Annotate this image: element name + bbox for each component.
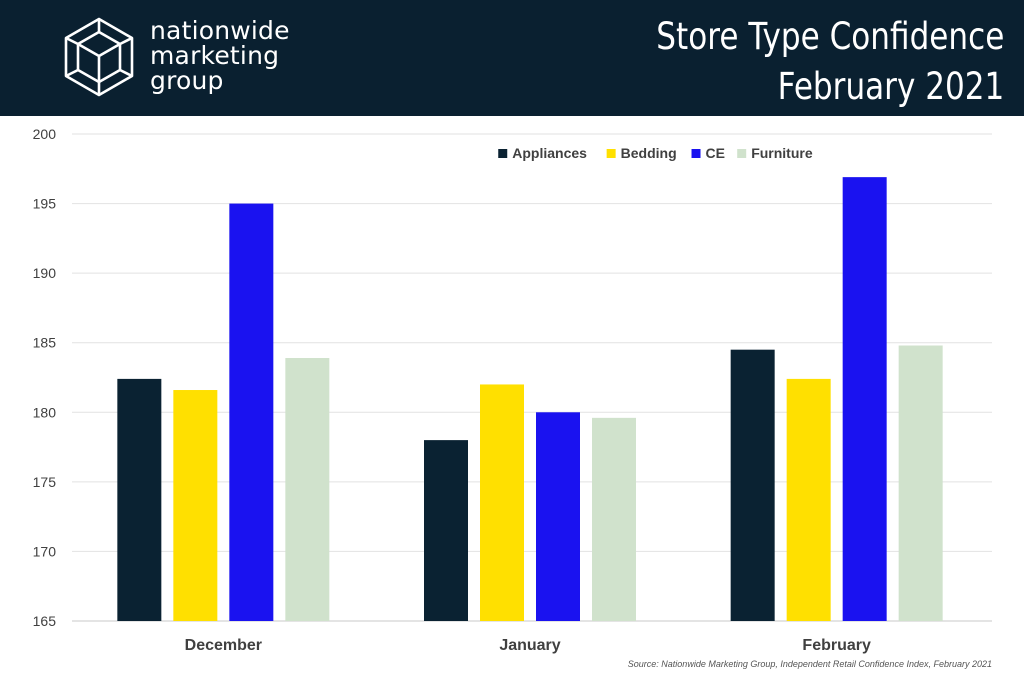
title-line-2: February 2021 [777,65,1004,108]
legend-label-bedding: Bedding [621,145,677,161]
legend: Appliances Bedding CE Furniture [498,145,813,161]
y-tick-label-195: 195 [33,196,57,212]
bar-furniture-december [285,358,330,621]
bar-appliances-december [117,378,162,621]
logo-icon [64,17,134,97]
x-tick-label-january: January [499,637,560,654]
bar-bedding-february [786,378,831,621]
legend-label-appliances: Appliances [512,145,587,161]
logo-line-2: marketing [150,41,280,70]
page-title: Store Type Confidence February 2021 [656,12,1004,112]
bar-bedding-december [173,390,218,621]
y-tick-label-180: 180 [33,404,57,420]
bar-ce-january [536,412,580,621]
logo-wordmark: nationwide marketing group [150,18,290,93]
x-axis-ticks: December January February [185,637,871,654]
legend-swatch-ce [691,149,701,158]
bar-ce-december [229,203,274,622]
bar-bedding-january [480,384,524,621]
source-note: Source: Nationwide Marketing Group, Inde… [627,659,992,669]
y-tick-label-175: 175 [33,474,57,490]
bar-furniture-february [898,345,943,621]
y-tick-label-165: 165 [33,613,57,629]
logo-line-3: group [150,66,224,95]
bar-ce-february [842,177,887,621]
title-line-1: Store Type Confidence [655,15,1004,58]
legend-label-ce: CE [706,145,725,161]
legend-label-furniture: Furniture [751,145,813,161]
x-tick-label-december: December [185,637,262,654]
bar-appliances-february [730,349,775,621]
bar-furniture-january [592,417,636,621]
gridlines [72,133,992,622]
y-axis-ticks: 165 170 175 180 185 190 195 200 [33,126,57,629]
legend-swatch-appliances [498,149,508,158]
bar-appliances-january [424,440,468,621]
y-tick-label-190: 190 [33,265,57,281]
bar-chart: 165 170 175 180 185 190 195 200 December January… [33,126,992,654]
x-tick-label-february: February [802,637,871,654]
legend-swatch-bedding [606,149,616,158]
logo-line-1: nationwide [150,16,290,45]
legend-swatch-furniture [737,149,747,158]
y-tick-label-200: 200 [33,126,57,142]
header-banner: nationwide marketing group Store Type Co… [0,0,1024,116]
y-tick-label-170: 170 [33,543,57,559]
y-tick-label-185: 185 [33,335,57,351]
bars [117,177,943,622]
